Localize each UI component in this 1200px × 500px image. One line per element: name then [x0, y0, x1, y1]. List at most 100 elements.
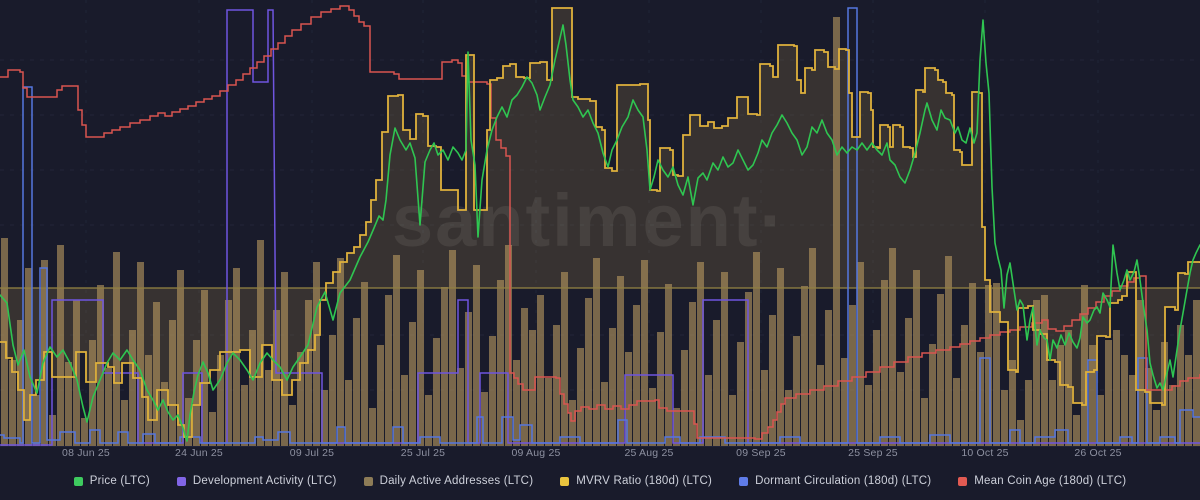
daily-active-addresses-bar [1121, 355, 1128, 446]
daily-active-addresses-bar [953, 378, 960, 446]
daily-active-addresses-bar [825, 310, 832, 446]
daily-active-addresses-bar [1169, 385, 1176, 446]
daily-active-addresses-bar [993, 283, 1000, 446]
legend-swatch-icon [363, 476, 373, 486]
daily-active-addresses-bar [513, 360, 520, 446]
daily-active-addresses-bar [681, 350, 688, 446]
legend-item[interactable]: Price (LTC) [73, 475, 150, 487]
daily-active-addresses-bar [1193, 300, 1200, 446]
daily-active-addresses-bar [273, 310, 280, 446]
legend-item[interactable]: Development Activity (LTC) [176, 475, 337, 487]
metrics-chart-canvas[interactable]: santiment· [0, 0, 1200, 462]
daily-active-addresses-bar [417, 270, 424, 446]
daily-active-addresses-bar [409, 322, 416, 446]
daily-active-addresses-bar [161, 382, 168, 446]
daily-active-addresses-bar [1081, 285, 1088, 446]
x-tick-label: 25 Jul 25 [400, 447, 446, 459]
legend-item[interactable]: Daily Active Addresses (LTC) [363, 475, 534, 487]
daily-active-addresses-bar [33, 395, 40, 446]
legend-item[interactable]: MVRV Ratio (180d) (LTC) [560, 475, 712, 487]
legend-swatch-icon [958, 476, 968, 486]
daily-active-addresses-bar [9, 360, 16, 446]
daily-active-addresses-bar [249, 330, 256, 446]
legend-label: Price (LTC) [89, 475, 150, 487]
daily-active-addresses-bar [937, 294, 944, 446]
legend-item[interactable]: Mean Coin Age (180d) (LTC) [958, 475, 1126, 487]
daily-active-addresses-bar [985, 285, 992, 446]
x-tick-label: 09 Aug 25 [511, 447, 561, 459]
daily-active-addresses-bar [761, 370, 768, 446]
daily-active-addresses-bar [777, 268, 784, 446]
daily-active-addresses-bar [425, 395, 432, 446]
santiment-watermark: santiment· [392, 179, 786, 262]
daily-active-addresses-bar [817, 365, 824, 446]
daily-active-addresses-bar [481, 392, 488, 446]
daily-active-addresses-bar [729, 395, 736, 446]
daily-active-addresses-bar [297, 352, 304, 446]
daily-active-addresses-bar [401, 375, 408, 446]
daily-active-addresses-bar [337, 258, 344, 446]
daily-active-addresses-bar [169, 320, 176, 446]
daily-active-addresses-bar [601, 382, 608, 446]
daily-active-addresses-bar [593, 258, 600, 446]
daily-active-addresses-bar [289, 405, 296, 446]
daily-active-addresses-bar [897, 372, 904, 446]
daily-active-addresses-bar [505, 245, 512, 446]
x-tick-label: 26 Oct 25 [1074, 447, 1122, 459]
daily-active-addresses-bar [1073, 415, 1080, 446]
legend-swatch-icon [560, 476, 570, 486]
daily-active-addresses-bar [1009, 360, 1016, 446]
daily-active-addresses-bar [329, 335, 336, 446]
daily-active-addresses-bar [473, 265, 480, 446]
daily-active-addresses-bar [281, 272, 288, 446]
legend-item[interactable]: Dormant Circulation (180d) (LTC) [739, 475, 931, 487]
legend-label: Mean Coin Age (180d) (LTC) [974, 475, 1127, 487]
daily-active-addresses-bar [129, 330, 136, 446]
daily-active-addresses-bar [945, 256, 952, 446]
price-series [0, 19, 1200, 442]
daily-active-addresses-bar [577, 348, 584, 446]
daily-active-addresses-bar [377, 345, 384, 446]
daily-active-addresses-bar [441, 287, 448, 446]
daily-active-addresses-bar [89, 340, 96, 446]
daily-active-addresses-bar [345, 380, 352, 446]
daily-active-addresses-bar [225, 300, 232, 446]
daily-active-addresses-bar [449, 250, 456, 446]
daily-active-addresses-bar [881, 280, 888, 446]
daily-active-addresses-bar [17, 320, 24, 446]
daily-active-addresses-bar [265, 370, 272, 446]
legend-swatch-icon [73, 476, 83, 486]
daily-active-addresses-bar [1153, 410, 1160, 446]
daily-active-addresses-bar [625, 352, 632, 446]
daily-active-addresses-bar [809, 248, 816, 446]
legend: Price (LTC) Development Activity (LTC) Dai… [0, 468, 1200, 494]
daily-active-addresses-bar [673, 408, 680, 446]
legend-label: MVRV Ratio (180d) (LTC) [576, 475, 713, 487]
daily-active-addresses-bar [1065, 330, 1072, 446]
daily-active-addresses-bar [257, 240, 264, 446]
daily-active-addresses-bar [737, 342, 744, 446]
mvrv-ratio-series [0, 7, 1200, 438]
legend-label: Dormant Circulation (180d) (LTC) [755, 475, 932, 487]
daily-active-addresses-bar [241, 385, 248, 446]
daily-active-addresses-bar [705, 375, 712, 446]
daily-active-addresses-bar [201, 290, 208, 446]
daily-active-addresses-bar [25, 268, 32, 446]
daily-active-addresses-bar [97, 285, 104, 446]
x-tick-label: 25 Sep 25 [848, 447, 898, 459]
daily-active-addresses-bar [121, 400, 128, 446]
daily-active-addresses-bar [689, 302, 696, 446]
daily-active-addresses-bar [457, 368, 464, 446]
x-tick-label: 09 Sep 25 [736, 447, 786, 459]
daily-active-addresses-bar [529, 330, 536, 446]
daily-active-addresses-bar [193, 340, 200, 446]
daily-active-addresses-bar [921, 398, 928, 446]
daily-active-addresses-bar [657, 332, 664, 446]
daily-active-addresses-bar [665, 284, 672, 446]
daily-active-addresses-bar [929, 344, 936, 446]
daily-active-addresses-bar [1145, 368, 1152, 446]
plot-axis-divider [0, 446, 1200, 447]
daily-active-addresses-bar [873, 330, 880, 446]
daily-active-addresses-bar [1033, 300, 1040, 446]
